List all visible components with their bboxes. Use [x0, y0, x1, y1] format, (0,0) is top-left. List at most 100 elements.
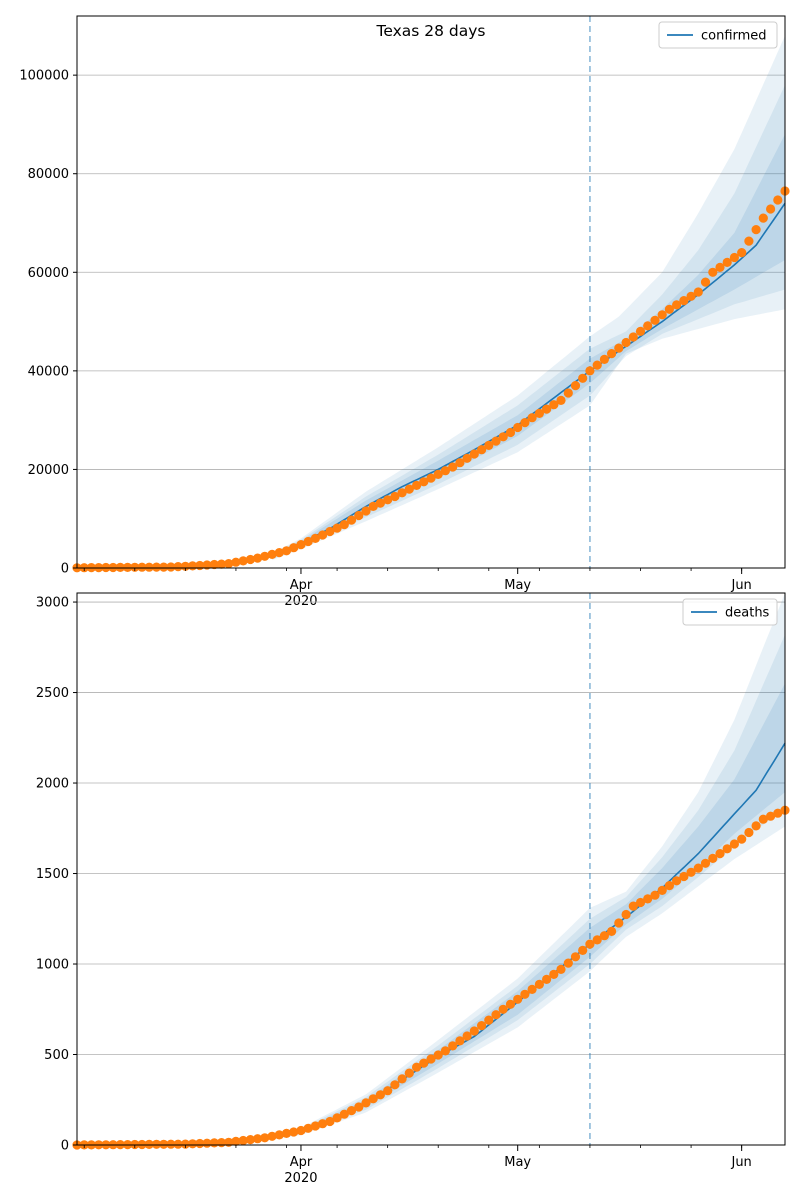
y-tick-label: 40000: [28, 364, 69, 379]
observed-point: [303, 536, 313, 547]
observed-point: [375, 1090, 385, 1100]
observed-point: [361, 506, 371, 516]
median-line: [77, 742, 786, 1146]
observed-point: [419, 1058, 429, 1068]
observed-point: [563, 958, 573, 968]
observed-point: [542, 404, 552, 414]
observed-point: [303, 1123, 313, 1133]
observed-point: [773, 195, 783, 205]
observed-point: [318, 1119, 328, 1129]
legend-label: confirmed: [701, 29, 767, 44]
observed-point: [766, 811, 776, 821]
observed-point: [672, 300, 682, 310]
observed-point: [758, 814, 768, 824]
x-tick-sublabel: 2020: [284, 594, 317, 609]
observed-point: [686, 291, 696, 301]
observed-point: [549, 969, 559, 980]
observed-point: [527, 984, 537, 995]
observed-point: [520, 989, 530, 999]
observed-point: [281, 546, 292, 556]
observed-point: [607, 926, 617, 937]
observed-point: [397, 1074, 407, 1084]
observed-point: [672, 876, 682, 886]
observed-point: [534, 408, 545, 418]
observed-point: [332, 1113, 342, 1123]
observed-point: [310, 533, 320, 544]
observed-point: [115, 562, 125, 573]
observed-point: [375, 498, 385, 508]
observed-point: [180, 561, 190, 571]
observed-point: [238, 556, 248, 566]
observed-point: [484, 440, 494, 450]
observed-point: [368, 1094, 378, 1104]
observed-point: [202, 560, 212, 570]
legend-label: deaths: [725, 606, 770, 621]
x-tick-label: Apr: [290, 578, 313, 593]
observed-point: [737, 834, 747, 844]
observed-point: [159, 562, 169, 572]
observed-point: [505, 999, 516, 1009]
observed-point: [542, 974, 552, 985]
observed-point: [758, 213, 768, 223]
observed-point: [332, 523, 342, 533]
observed-point: [693, 863, 703, 873]
observed-point: [570, 381, 581, 391]
uncertainty-band: [272, 683, 786, 1139]
observed-point: [383, 495, 393, 505]
y-tick-label: 1500: [36, 867, 69, 882]
observed-point: [260, 551, 270, 561]
observed-point: [592, 360, 602, 370]
observed-point: [440, 1046, 450, 1056]
observed-point: [585, 366, 595, 376]
chart-title: Texas 28 days: [375, 22, 485, 40]
observed-point: [440, 466, 450, 476]
observed-point: [173, 1139, 183, 1149]
observed-point: [621, 909, 631, 920]
observed-point: [346, 515, 357, 525]
observed-point: [722, 844, 732, 854]
y-tick-label: 80000: [28, 167, 69, 182]
observed-point: [578, 945, 588, 956]
observed-point: [173, 562, 183, 572]
observed-point: [180, 1139, 190, 1149]
observed-point: [144, 562, 154, 572]
observed-point: [585, 939, 595, 949]
observed-point: [123, 562, 133, 573]
observed-point: [383, 1086, 393, 1096]
observed-point: [281, 1128, 292, 1138]
observed-point: [556, 395, 566, 405]
observed-point: [296, 1125, 306, 1136]
observed-point: [657, 885, 667, 896]
observed-point: [361, 1098, 371, 1108]
observed-point: [773, 808, 783, 818]
observed-point: [448, 1041, 458, 1051]
observed-point: [715, 262, 725, 272]
observed-point: [253, 553, 263, 563]
observed-point: [296, 540, 306, 550]
observed-point: [737, 248, 747, 258]
observed-point: [643, 321, 653, 331]
observed-point: [354, 510, 364, 521]
observed-point: [614, 918, 624, 928]
observed-point: [455, 1036, 465, 1046]
observed-point: [238, 1135, 248, 1146]
observed-point: [404, 1068, 414, 1078]
y-tick-label: 0: [61, 562, 69, 577]
observed-point: [679, 871, 689, 882]
y-tick-label: 2000: [36, 777, 69, 792]
observed-point: [751, 821, 761, 831]
observed-point: [715, 849, 725, 859]
x-tick-label: May: [504, 578, 531, 593]
legend: confirmed: [658, 21, 778, 49]
x-tick-label: Jun: [730, 1155, 751, 1170]
observed-point: [310, 1121, 320, 1131]
observed-point: [318, 530, 328, 540]
observed-point: [599, 354, 610, 364]
y-tick-label: 20000: [28, 463, 69, 478]
observed-point: [412, 480, 422, 490]
observed-point: [231, 557, 241, 567]
observed-point: [744, 827, 754, 838]
observed-point: [556, 964, 566, 975]
observed-point: [592, 935, 602, 945]
